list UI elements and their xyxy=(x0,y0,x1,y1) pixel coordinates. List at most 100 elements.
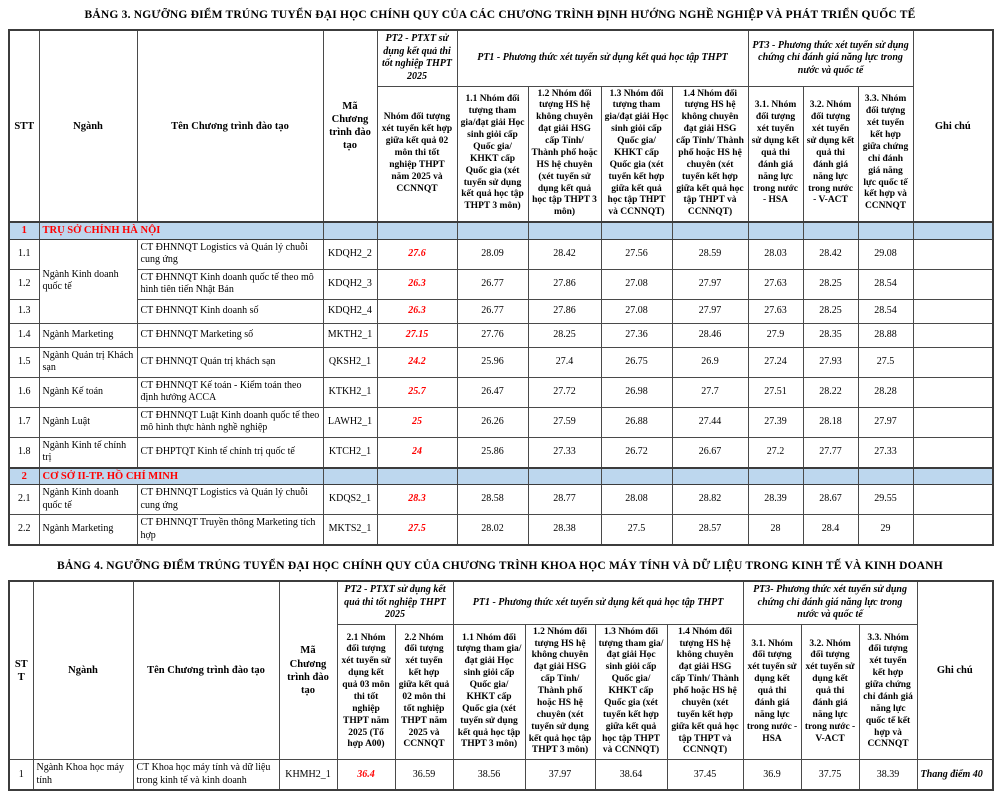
major-name: Ngành Kinh tế chính trị xyxy=(38,436,138,469)
program-name: CT ĐHNNQT Truyền thông Marketing tích hợ… xyxy=(136,514,324,546)
row-number: 1.2 xyxy=(8,268,40,300)
group-header-pt3: PT3 - Phương thức xét tuyển sử dụng chứn… xyxy=(747,29,914,87)
section-empty-cell xyxy=(912,466,994,486)
program-name: CT ĐHNNQT Logistics và Quản lý chuỗi cun… xyxy=(136,238,324,270)
score-cell: 28.54 xyxy=(857,268,914,300)
subcol-header-1-3: 1.3 Nhóm đối tượng tham gia/đạt giải Học… xyxy=(594,623,668,761)
section-empty-cell xyxy=(456,466,529,486)
score-cell: 27.97 xyxy=(857,406,914,438)
section-empty-cell xyxy=(456,221,529,240)
section-empty-cell xyxy=(857,221,914,240)
major-name: Ngành Kinh doanh quốc tế xyxy=(38,238,138,324)
program-code: QKSH2_1 xyxy=(322,346,378,378)
subcol-header-3-3: 3.3. Nhóm đối tượng xét tuyển kết hợp gi… xyxy=(857,85,914,223)
score-cell: 36.59 xyxy=(394,759,454,791)
note-cell xyxy=(912,436,994,469)
table-row: 1.3 CT ĐHNNQT Kinh doanh số KDQH2_4 26.3 26.… xyxy=(8,298,994,324)
subcol-header-1-4: 1.4 Nhóm đối tượng HS hệ không chuyên đạ… xyxy=(666,623,744,761)
score-cell: 28.09 xyxy=(456,238,529,270)
subcol-header-3-3: 3.3. Nhóm đối tượng xét tuyển kết hợp gi… xyxy=(858,623,918,761)
program-name: CT ĐHPTQT Kinh tế chính trị quốc tế xyxy=(136,436,324,469)
score-cell: 27.36 xyxy=(600,322,673,348)
program-name: CT ĐHNNQT Kinh doanh số xyxy=(136,298,324,324)
note-cell xyxy=(912,514,994,546)
section-empty-cell xyxy=(857,466,914,486)
table3-subcol-header-row: Nhóm đối tượng xét tuyển kết hợp giữa kế… xyxy=(9,85,993,223)
col-header-nganh: Ngành xyxy=(32,580,134,761)
score-cell: 28.88 xyxy=(857,322,914,348)
col-header-nganh: Ngành xyxy=(38,29,138,223)
score-cell: 26.77 xyxy=(456,268,529,300)
table-row: 1 Ngành Khoa học máy tính CT Khoa học máy … xyxy=(8,759,994,791)
score-cell: 28.02 xyxy=(456,514,529,546)
col-header-program-name: Tên Chương trình đào tạo xyxy=(132,580,280,761)
section-empty-cell xyxy=(600,466,673,486)
score-cell: 28.4 xyxy=(802,514,859,546)
score-cell: 27.5 xyxy=(600,514,673,546)
col-header-program-code: Mã Chương trình đào tạo xyxy=(278,580,338,761)
col-header-note: Ghi chú xyxy=(912,29,994,223)
pt2-score: 27.15 xyxy=(376,322,458,348)
table4-group-header-row: STT Ngành Tên Chương trình đào tạo Mã Ch… xyxy=(8,580,994,761)
major-name: Ngành Luật xyxy=(38,406,138,438)
major-name: Ngành Quản trị Khách sạn xyxy=(38,346,138,378)
score-cell: 29 xyxy=(857,514,914,546)
program-code: MKTH2_1 xyxy=(322,322,378,348)
pt2-score: 28.3 xyxy=(376,484,458,516)
subcol-header-1-1: 1.1 Nhóm đối tượng tham gia/đạt giải Học… xyxy=(452,623,526,761)
subcol-header-1-1: 1.1 Nhóm đối tượng tham gia/đạt giải Học… xyxy=(456,85,529,223)
row-number: 1.6 xyxy=(8,376,40,408)
subcol-header-1-3: 1.3 Nhóm đối tượng tham gia/đạt giải Học… xyxy=(600,85,673,223)
table-row: 2.2 Ngành Marketing CT ĐHNNQT Truyền thông… xyxy=(8,514,994,546)
table-row: 1.6 Ngành Kế toán CT ĐHNNQT Kế toán - Kiểm… xyxy=(8,376,994,408)
section-empty-cell xyxy=(671,466,749,486)
score-cell: 26.67 xyxy=(671,436,749,469)
row-number: 1.7 xyxy=(8,406,40,438)
group-header-pt2: PT2 - PTXT sử dụng kết quả thi tốt nghiệ… xyxy=(376,29,458,87)
program-name: CT ĐHNNQT Luật Kinh doanh quốc tế theo m… xyxy=(136,406,324,438)
score-cell: 28.67 xyxy=(802,484,859,516)
note-cell xyxy=(912,268,994,300)
row-number: 1.5 xyxy=(8,346,40,378)
score-cell: 28.42 xyxy=(802,238,859,270)
score-cell: 27.7 xyxy=(671,376,749,408)
subcol-header-2-2: 2.2 Nhóm đối tượng xét tuyển kết hợp giữ… xyxy=(394,623,454,761)
note-cell xyxy=(912,346,994,378)
score-cell: 37.75 xyxy=(800,759,860,791)
program-code: MKTS2_1 xyxy=(322,514,378,546)
table-row: 1.1 Ngành Kinh doanh quốc tế CT ĐHNNQT Log… xyxy=(8,238,994,324)
program-name: CT ĐHNNQT Logistics và Quản lý chuỗi cun… xyxy=(136,484,324,516)
subcol-header-3-2: 3.2. Nhóm đối tượng xét tuyển sử dụng kế… xyxy=(800,623,860,761)
score-cell: 28.59 xyxy=(671,238,749,270)
program-code: KDQH2_4 xyxy=(322,298,378,324)
row-number: 1.8 xyxy=(8,436,40,469)
score-cell: 27.97 xyxy=(671,268,749,300)
section-empty-cell xyxy=(376,466,458,486)
score-cell: 28.39 xyxy=(747,484,804,516)
score-cell: 28.08 xyxy=(600,484,673,516)
program-code: KDQH2_2 xyxy=(322,238,378,270)
score-cell: 27.86 xyxy=(527,298,602,324)
note-cell xyxy=(912,376,994,408)
score-cell: 26.47 xyxy=(456,376,529,408)
score-cell: 26.9 xyxy=(671,346,749,378)
col-header-stt: STT xyxy=(8,29,40,223)
score-cell: 27.33 xyxy=(857,436,914,469)
score-cell: 26.98 xyxy=(600,376,673,408)
col-header-stt: STT xyxy=(8,580,34,761)
section-number: 1 xyxy=(8,221,40,240)
program-name: CT ĐHNNQT Marketing số xyxy=(136,322,324,348)
pt2-score: 24.2 xyxy=(376,346,458,378)
score-cell: 26.72 xyxy=(600,436,673,469)
score-cell: 28.18 xyxy=(802,406,859,438)
section-title: TRỤ SỞ CHÍNH HÀ NỘI xyxy=(38,221,324,240)
score-cell: 27.5 xyxy=(857,346,914,378)
score-cell: 27.59 xyxy=(527,406,602,438)
pt2-score: 26.3 xyxy=(376,268,458,300)
score-cell: 27.72 xyxy=(527,376,602,408)
program-code: KTKH2_1 xyxy=(322,376,378,408)
table4-header: STT Ngành Tên Chương trình đào tạo Mã Ch… xyxy=(8,580,994,761)
section-title: CƠ SỞ II-TP. HỒ CHÍ MINH xyxy=(38,466,324,486)
subcol-header-1-2: 1.2 Nhóm đối tượng HS hệ không chuyên đạ… xyxy=(527,85,602,223)
score-cell: 27.24 xyxy=(747,346,804,378)
